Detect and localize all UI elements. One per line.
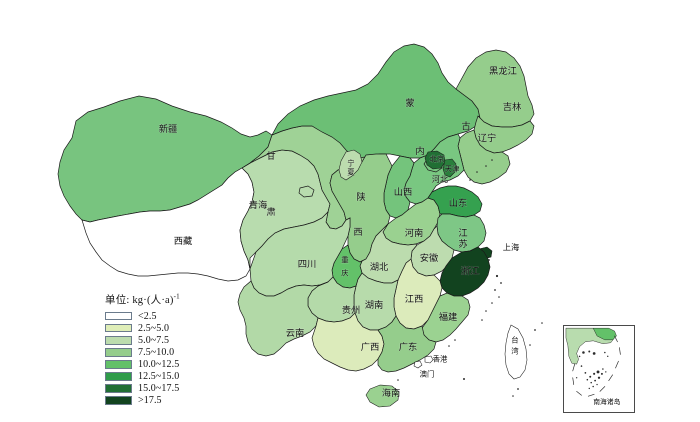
label-neimenggu-meng: 蒙 [405,97,414,109]
label-aomen: 澳门 [420,370,435,379]
label-zhejiang: 浙江 [461,265,480,277]
legend-swatch [105,323,132,333]
legend-title-superscript: -1 [173,292,180,301]
label-hubei: 湖北 [370,262,389,273]
legend-rows: <2.5 2.5~5.0 5.0~7.5 7.5~10.0 10.0~12.5 12.5~… [101,310,180,407]
inset-landmass-dark [592,327,617,341]
province-beijing[interactable] [425,151,445,169]
label-qinghai: 青海 [249,199,268,211]
label-jiangsu-1: 江 [458,228,467,239]
label-heilongjiang: 黑龙江 [489,65,517,77]
province-xianggang[interactable] [425,356,433,363]
province-ningxia[interactable] [339,150,362,180]
legend-label: 7.5~10.0 [138,346,175,358]
label-chongqing-1: 重 [341,256,348,265]
legend-row[interactable]: 15.0~17.5 [101,383,180,395]
province-aomen[interactable] [414,361,422,368]
province-taiwan[interactable] [505,325,527,379]
inset-caption-inner: 南海诸岛 [593,397,620,406]
label-shaanxi-1: 陕 [356,191,365,203]
label-shanxi: 山西 [394,187,413,198]
legend-swatch [105,384,132,393]
label-shandong: 山东 [449,197,468,209]
label-anhui: 安徽 [420,252,439,264]
label-shaanxi-2: 西 [353,227,362,238]
label-ningxia-2: 夏 [347,168,355,177]
legend-row[interactable]: <2.5 [101,310,180,322]
label-xianggang: 香港 [433,355,448,364]
label-chongqing-2: 庆 [341,269,349,278]
legend-swatch [105,372,132,381]
province-guangdong[interactable] [378,316,436,372]
label-tianjin: 天津 [445,165,460,174]
label-guangdong: 广东 [399,341,418,353]
label-jiangxi: 江西 [405,294,424,305]
province-hainan[interactable] [366,385,399,407]
label-hainan: 海南 [382,387,401,399]
legend-label: 5.0~7.5 [138,334,170,346]
inset-svg: 南海诸岛 [565,327,621,406]
legend-row[interactable]: 7.5~10.0 [101,346,180,358]
label-beijing: 北京 [430,155,445,164]
label-taiwan-1: 台 [511,336,518,345]
label-henan: 河南 [405,227,424,239]
label-xinjiang: 新疆 [159,123,178,135]
legend-row[interactable]: 12.5~15.0 [101,370,180,382]
label-jilin: 吉林 [503,101,522,113]
offshore-islands-layer [397,159,543,397]
label-shanghai: 上海 [503,242,519,252]
label-liaoning: 辽宁 [478,132,497,144]
province-tianjin[interactable] [443,159,456,177]
legend-swatch [105,335,132,345]
legend-label: >17.5 [138,395,162,407]
label-taiwan-2: 湾 [511,347,519,356]
label-jiangsu-2: 苏 [458,238,467,250]
label-hunan: 湖南 [365,299,384,311]
legend-swatch [105,396,132,405]
label-gansu-2: 肃 [266,206,275,218]
legend-label: 10.0~12.5 [138,358,180,370]
legend-row[interactable]: 10.0~12.5 [101,358,180,370]
legend: 单位: kg·(人·a)-1 <2.5 2.5~5.0 5.0~7.5 7.5~10.… [101,292,180,407]
label-guizhou: 贵州 [342,304,361,316]
legend-label: 12.5~15.0 [138,371,180,383]
label-gansu-1: 甘 [266,150,275,162]
legend-label: 2.5~5.0 [138,322,170,334]
label-guangxi: 广西 [361,341,380,353]
label-neimenggu-nei: 内 [415,145,424,157]
province-layer [58,44,534,407]
legend-swatch [105,311,132,321]
inset-boundary-dashes [572,335,621,397]
legend-row[interactable]: >17.5 [101,395,180,407]
label-xizang: 西藏 [174,235,193,247]
legend-title: 单位: kg·(人·a)-1 [105,292,180,307]
label-yunnan: 云南 [286,327,305,339]
inset-island-dots [575,350,609,390]
legend-swatch [105,360,132,369]
legend-label: 15.0~17.5 [138,383,180,395]
label-fujian: 福建 [439,311,458,323]
label-sichuan: 四川 [298,259,317,270]
legend-swatch [105,348,132,357]
province-label-layer: 黑龙江 吉林 辽宁 古 内 蒙 新疆 甘 肃 青海 西藏 宁 夏 陕 西 山西 … [158,65,522,400]
legend-row[interactable]: 2.5~5.0 [101,322,180,334]
legend-label: <2.5 [138,310,157,322]
label-hebei: 河北 [432,174,448,184]
inset-map-south-china-sea[interactable]: 南海诸岛 [563,325,635,413]
label-ningxia-1: 宁 [347,159,354,168]
label-neimenggu-gu: 古 [461,120,470,132]
province-fujian[interactable] [422,293,470,342]
legend-row[interactable]: 5.0~7.5 [101,334,180,346]
legend-title-text: 单位: kg·(人·a) [105,295,174,306]
